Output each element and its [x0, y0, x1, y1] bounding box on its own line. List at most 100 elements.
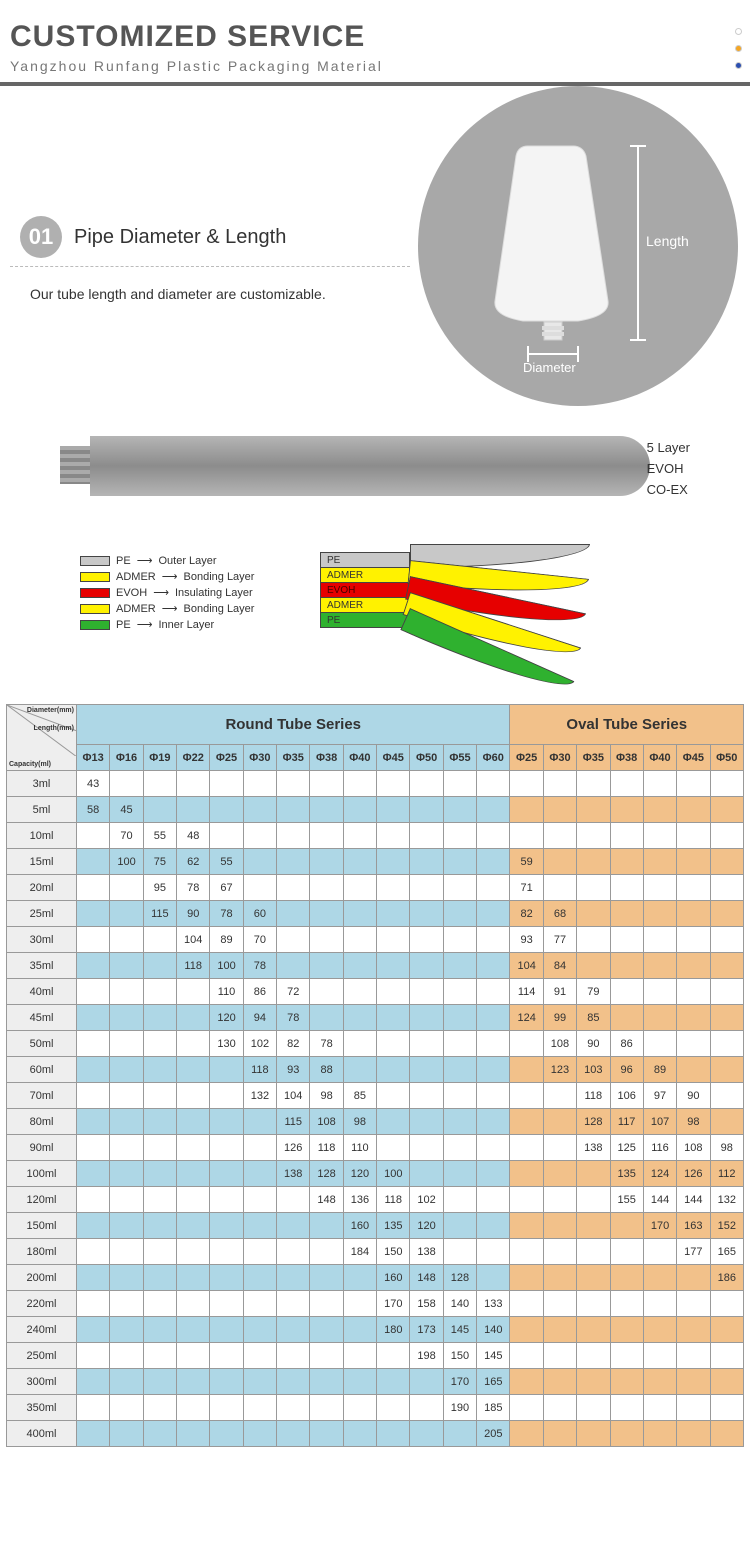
- round-cell: [377, 979, 410, 1005]
- oval-cell: [643, 849, 676, 875]
- round-cell: 104: [277, 1083, 310, 1109]
- round-cell: 145: [477, 1343, 510, 1369]
- round-cell: [77, 927, 110, 953]
- round-cell: [443, 901, 476, 927]
- round-col-header: Φ13: [77, 745, 110, 771]
- round-cell: 138: [277, 1161, 310, 1187]
- oval-cell: [510, 1395, 543, 1421]
- oval-cell: [610, 1369, 643, 1395]
- page-subtitle: Yangzhou Runfang Plastic Packaging Mater…: [10, 58, 740, 74]
- round-cell: [110, 771, 143, 797]
- round-cell: 98: [310, 1083, 343, 1109]
- divider: [10, 266, 410, 267]
- dot-icon: [735, 28, 742, 35]
- oval-cell: [610, 979, 643, 1005]
- oval-cell: [677, 1031, 710, 1057]
- round-col-header: Φ30: [243, 745, 276, 771]
- legend-role: Outer Layer: [158, 555, 216, 567]
- round-cell: [210, 1291, 243, 1317]
- round-cell: [277, 771, 310, 797]
- round-cell: [177, 1213, 210, 1239]
- round-cell: [343, 901, 376, 927]
- round-cell: [110, 1213, 143, 1239]
- round-cell: 133: [477, 1291, 510, 1317]
- round-cell: [277, 1187, 310, 1213]
- round-cell: 118: [377, 1187, 410, 1213]
- round-cell: [310, 1005, 343, 1031]
- round-cell: 180: [377, 1317, 410, 1343]
- oval-cell: [577, 797, 610, 823]
- round-cell: 43: [77, 771, 110, 797]
- round-cell: [477, 1031, 510, 1057]
- oval-cell: [710, 1317, 743, 1343]
- round-cell: [143, 1395, 176, 1421]
- round-cell: 118: [243, 1057, 276, 1083]
- oval-cell: [677, 1421, 710, 1447]
- round-cell: [143, 1239, 176, 1265]
- oval-cell: [510, 1343, 543, 1369]
- oval-cell: [643, 1343, 676, 1369]
- round-cell: [410, 979, 443, 1005]
- oval-cell: 124: [510, 1005, 543, 1031]
- pipe-thread-icon: [60, 446, 90, 484]
- round-cell: [477, 901, 510, 927]
- round-cell: [210, 797, 243, 823]
- oval-cell: 106: [610, 1083, 643, 1109]
- round-cell: 115: [143, 901, 176, 927]
- round-cell: [77, 823, 110, 849]
- round-cell: [277, 1421, 310, 1447]
- oval-cell: [510, 1109, 543, 1135]
- oval-cell: [510, 1057, 543, 1083]
- round-cell: [277, 1369, 310, 1395]
- oval-cell: [643, 771, 676, 797]
- round-cell: [210, 1369, 243, 1395]
- oval-cell: [577, 1291, 610, 1317]
- round-cell: [277, 1291, 310, 1317]
- oval-cell: [510, 1291, 543, 1317]
- oval-cell: [643, 797, 676, 823]
- oval-cell: [677, 1343, 710, 1369]
- oval-cell: [510, 1369, 543, 1395]
- oval-cell: [577, 1161, 610, 1187]
- round-cell: [243, 1369, 276, 1395]
- round-cell: 120: [343, 1161, 376, 1187]
- oval-cell: [543, 1291, 576, 1317]
- pipe-body-icon: [90, 436, 650, 496]
- round-cell: 136: [343, 1187, 376, 1213]
- oval-cell: [577, 823, 610, 849]
- round-cell: 94: [243, 1005, 276, 1031]
- oval-cell: [543, 1187, 576, 1213]
- round-cell: [477, 1161, 510, 1187]
- round-cell: [143, 1291, 176, 1317]
- stack-layer: EVOH: [320, 582, 410, 598]
- round-cell: 90: [177, 901, 210, 927]
- round-cell: [443, 823, 476, 849]
- section-description: Our tube length and diameter are customi…: [30, 286, 326, 302]
- round-cell: [343, 1057, 376, 1083]
- capacity-cell: 10ml: [7, 823, 77, 849]
- round-cell: 148: [310, 1187, 343, 1213]
- capacity-cell: 30ml: [7, 927, 77, 953]
- oval-cell: 112: [710, 1161, 743, 1187]
- round-cell: 173: [410, 1317, 443, 1343]
- oval-cell: [543, 1369, 576, 1395]
- oval-cell: 86: [610, 1031, 643, 1057]
- round-cell: 170: [377, 1291, 410, 1317]
- section-pipe-diameter-length: Length Diameter 01 Pipe Diameter & Lengt…: [0, 86, 750, 426]
- oval-cell: [643, 823, 676, 849]
- round-cell: [143, 1369, 176, 1395]
- round-cell: [77, 1187, 110, 1213]
- round-cell: [377, 1421, 410, 1447]
- oval-cell: 97: [643, 1083, 676, 1109]
- round-cell: [177, 1031, 210, 1057]
- round-cell: 95: [143, 875, 176, 901]
- round-cell: 158: [410, 1291, 443, 1317]
- capacity-cell: 300ml: [7, 1369, 77, 1395]
- oval-cell: 186: [710, 1265, 743, 1291]
- round-cell: 104: [177, 927, 210, 953]
- capacity-cell: 45ml: [7, 1005, 77, 1031]
- round-cell: 138: [410, 1239, 443, 1265]
- round-cell: [110, 1005, 143, 1031]
- capacity-cell: 3ml: [7, 771, 77, 797]
- round-cell: [377, 1057, 410, 1083]
